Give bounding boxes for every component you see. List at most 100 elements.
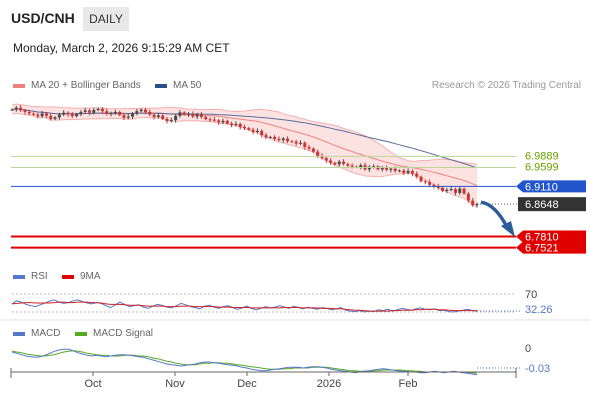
bollinger-band [12,104,477,207]
legend-macd-signal-label: MACD Signal [93,328,154,339]
legend-rsi-ma-label: 9MA [80,271,101,282]
candle-body [419,176,423,182]
legend-bollinger-label: MA 20 + Bollinger Bands [31,80,141,91]
candle-body [187,113,191,115]
candle-body [221,120,225,123]
candle-body [105,111,109,114]
candle-body [432,184,436,186]
candle-body [260,130,264,136]
candle-body [62,112,66,115]
x-tick-label: Oct [84,378,101,390]
candle-body [316,151,320,156]
candle-body [169,120,173,122]
macd-signal-line [11,350,478,374]
candle-body [44,113,48,116]
candle-body [243,126,246,129]
legend-rsi-ma: 9MA [62,271,101,282]
candle-body [449,189,453,191]
legend-macd-label: MACD [31,328,61,339]
candle-body [428,182,432,185]
candle-body [182,112,186,115]
datetime-label: Monday, March 2, 2026 9:15:29 AM CET [13,41,230,55]
legend-macd-swatch [13,331,25,336]
candle-body [139,109,143,112]
last-price-label: 6.8648 [525,199,559,211]
candle-body [307,147,311,149]
rsi-last-label: 32.26 [525,304,553,316]
candle-body [389,168,393,170]
candle-body [268,137,272,139]
candle-body [410,170,414,174]
legend-rsi: RSI [13,271,48,282]
candle-body [471,200,475,206]
candle-body [320,155,324,159]
candle-body [234,123,238,126]
candle-body [204,116,208,120]
candle-body [92,110,96,113]
legend-rsi-swatch [13,274,25,279]
candle-body [402,170,406,173]
forecast-arrow [480,200,509,228]
candle-body [135,111,139,114]
candle-body [333,162,337,165]
candle-body [311,148,315,152]
level-label-resistance: 6.9599 [525,162,559,174]
legend-ma50: MA 50 [155,80,201,91]
timeframe-badge[interactable]: DAILY [83,7,129,31]
x-tick-label: Feb [399,378,418,390]
level-label-pivot: 6.9110 [525,181,558,193]
candle-body [436,185,440,188]
candle-body [79,111,83,114]
bollinger-upper [11,103,478,166]
legend-bollinger: MA 20 + Bollinger Bands [13,80,141,91]
level-label-support: 6.7810 [525,231,559,243]
candle-body [191,113,195,117]
symbol-title: USD/CNH [11,10,75,26]
candle-body [152,114,156,117]
candle-body [131,113,135,117]
candle-body [109,113,113,115]
candle-body [195,114,199,117]
candle-body [445,189,449,191]
candle-body [251,129,255,132]
candle-body [23,110,27,112]
candle-body [208,119,212,121]
candle-body [225,120,229,124]
candle-body [27,111,31,114]
candle-body [230,123,234,126]
candle-body [350,165,354,167]
candle-body [66,112,70,115]
candle-body [298,142,302,144]
candle-body [40,113,44,117]
candle-body [264,135,268,138]
candle-body [143,109,147,112]
candle-body [53,117,57,119]
candle-body [165,118,169,122]
candle-body [118,111,122,116]
candle-body [324,158,328,161]
candle-body [359,165,363,168]
level-tag-pivot [516,180,586,193]
rsi-level-label: 70 [525,289,537,301]
candle-body [36,114,40,117]
rsi-ma-line [11,301,477,312]
candle-body [277,138,281,141]
candle-body [290,141,294,143]
candle-body [57,114,61,118]
candle-body [49,115,53,119]
level-tag-support [516,241,586,254]
candle-body [148,111,152,115]
candle-body [466,193,470,201]
candle-body [199,114,203,117]
candle-body [441,187,445,191]
macd-zero-label: 0 [525,343,531,355]
x-tick-label: 2026 [317,378,341,390]
level-tag-support [516,230,586,243]
candle-body [380,167,384,170]
x-tick-label: Nov [165,378,185,390]
candle-body [342,161,346,164]
candle-body [367,166,371,170]
candle-body [475,204,479,206]
candle-body [14,107,18,110]
